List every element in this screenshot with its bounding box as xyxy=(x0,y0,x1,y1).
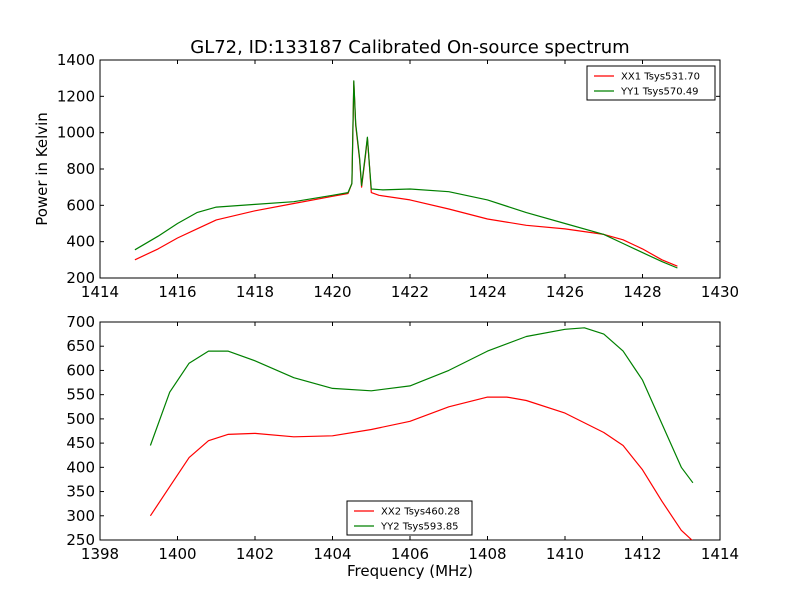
y-tick-label: 800 xyxy=(66,160,95,178)
x-tick-label: 1408 xyxy=(468,545,506,563)
legend-label: XX1 Tsys531.70 xyxy=(621,72,700,83)
y-axis-label: Power in Kelvin xyxy=(33,112,51,226)
y-tick-label: 550 xyxy=(66,386,95,404)
y-tick-label: 200 xyxy=(66,269,95,287)
y-tick-label: 600 xyxy=(66,196,95,214)
chart-title: GL72, ID:133187 Calibrated On-source spe… xyxy=(190,37,629,58)
legend-box xyxy=(586,65,716,101)
legend-label: YY2 Tsys593.85 xyxy=(380,522,459,533)
series-line-yy xyxy=(134,80,678,269)
x-tick-label: 1412 xyxy=(623,545,661,563)
x-tick-label: 1424 xyxy=(468,283,506,301)
x-tick-label: 1410 xyxy=(546,545,584,563)
legend-label: XX2 Tsys460.28 xyxy=(381,507,460,518)
x-tick-label: 1418 xyxy=(236,283,274,301)
y-tick-label: 700 xyxy=(66,313,95,331)
series-line-yy xyxy=(149,327,694,484)
x-tick-label: 1430 xyxy=(701,283,739,301)
x-tick-label: 1414 xyxy=(701,545,739,563)
bottom-panel: 1398 1400 1402 1404 1406 1408 1410 1412 1414 250 3… xyxy=(66,313,739,580)
y-tick-label: 1200 xyxy=(57,87,95,105)
y-tick-label: 650 xyxy=(66,337,95,355)
y-tick-label: 400 xyxy=(66,233,95,251)
y-tick-label: 300 xyxy=(66,507,95,525)
x-tick-label: 1400 xyxy=(158,545,196,563)
top-panel: 1414 1416 1418 1420 1422 1424 1426 1428 1430 200 4… xyxy=(33,51,739,301)
x-tick-label: 1398 xyxy=(81,545,119,563)
x-tick-label: 1422 xyxy=(391,283,429,301)
y-tick-label: 450 xyxy=(66,434,95,452)
y-tick-label: 600 xyxy=(66,361,95,379)
y-tick-label: 250 xyxy=(66,531,95,549)
x-tick-label: 1426 xyxy=(546,283,584,301)
legend-label: YY1 Tsys570.49 xyxy=(620,87,699,98)
x-tick-label: 1402 xyxy=(236,545,274,563)
x-tick-label: 1416 xyxy=(158,283,196,301)
x-tick-label: 1420 xyxy=(313,283,351,301)
legend-box xyxy=(346,500,473,536)
x-tick-label: 1406 xyxy=(391,545,429,563)
y-tick-label: 400 xyxy=(66,458,95,476)
y-tick-label: 1400 xyxy=(57,51,95,69)
x-axis-label: Frequency (MHz) xyxy=(347,562,473,580)
y-tick-label: 1000 xyxy=(57,124,95,142)
x-tick-label: 1404 xyxy=(313,545,351,563)
x-tick-label: 1428 xyxy=(623,283,661,301)
x-tick-label: 1414 xyxy=(81,283,119,301)
y-tick-label: 350 xyxy=(66,483,95,501)
y-tick-label: 500 xyxy=(66,410,95,428)
series-line-xx xyxy=(149,396,693,540)
